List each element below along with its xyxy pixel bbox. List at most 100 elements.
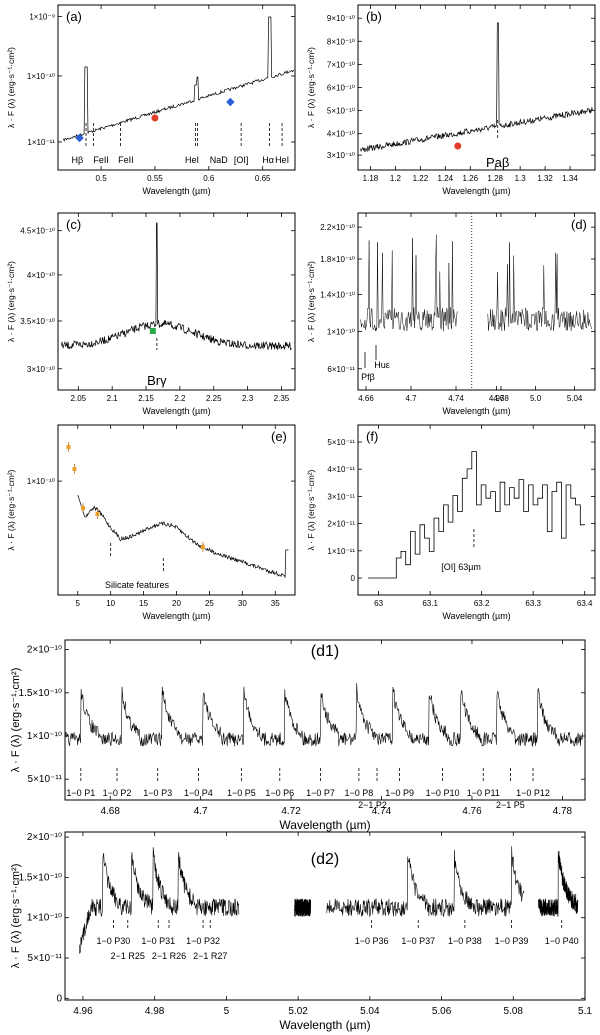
- y-tick-label: 5×10⁻¹¹: [327, 438, 355, 447]
- photometry-point: [95, 512, 100, 516]
- photometry-point: [200, 545, 205, 549]
- x-tick-label: 10: [106, 599, 115, 608]
- x-tick-label: 4.7: [405, 394, 417, 403]
- x-tick-label: 2.15: [138, 394, 154, 403]
- x-axis-label: Wavelength (µm): [142, 611, 210, 621]
- line-id-label: 1−0 P1: [66, 788, 95, 798]
- x-tick-label: 4.78: [553, 806, 573, 817]
- x-tick-label: 5.1: [578, 1006, 592, 1017]
- line-id-label: Brγ: [147, 373, 167, 388]
- y-tick-label: 6×10⁻¹⁰: [327, 84, 355, 93]
- panel-d1: 4.68 4.7 4.72 4.74 4.76 4.78 5×10⁻¹¹ 1×10⁻¹⁰ 1.5…: [10, 639, 586, 832]
- line-id-label: HeI: [275, 155, 289, 165]
- x-tick-label: 1.2: [390, 174, 402, 183]
- panel-label: (d2): [311, 851, 339, 868]
- panel-d: 4.664.74.744.784.965.05.045.086×10⁻¹¹1×1…: [306, 212, 596, 416]
- x-tick-label: 2.3: [242, 394, 254, 403]
- x-tick-label: 5: [76, 599, 81, 608]
- panel-f: 63 63.1 63.2 63.3 63.4 0 1×10⁻¹¹ 2×10⁻¹¹ 3×10⁻¹¹…: [306, 424, 596, 621]
- line-id-label: 1−0 P12: [516, 788, 550, 798]
- y-tick-label: 1.4×10⁻¹⁰: [320, 290, 355, 299]
- line-id-label: NaD: [210, 155, 229, 165]
- x-tick-label: 1.28: [487, 174, 503, 183]
- y-axis-label: λ · F (λ) (erg·s⁻¹·cm²): [6, 47, 16, 128]
- panel-label: (f): [366, 429, 378, 444]
- x-axis-label: Wavelength (µm): [442, 406, 510, 416]
- y-tick-label: 0: [351, 574, 356, 583]
- x-tick-label: 0.65: [255, 174, 271, 183]
- line-id-label: 1−0 P30: [97, 936, 131, 946]
- line-id-label: 2−1 P2: [358, 800, 387, 810]
- panel-e: 5 10 15 20 25 30 35 1×10⁻¹⁰ Wavelength (µm) λ · F…: [6, 424, 296, 621]
- panel-label: (d1): [311, 643, 339, 660]
- x-tick-label: 63.4: [577, 599, 593, 608]
- spectrum-line: [64, 683, 583, 748]
- line-id-label: FeII: [93, 155, 109, 165]
- y-tick-label: 4×10⁻¹⁰: [27, 271, 55, 280]
- silicate-annotation: Silicate features: [105, 580, 170, 590]
- line-id-label: 1−0 P8: [345, 788, 374, 798]
- y-tick-label: 1×10⁻¹⁰: [327, 328, 355, 337]
- x-tick-label: 4.72: [281, 806, 301, 817]
- spectrum-line: [63, 16, 295, 143]
- y-tick-label: 2×10⁻¹¹: [327, 520, 355, 529]
- y-tick-label: 1×10⁻¹⁰: [27, 731, 62, 742]
- y-tick-label: 1×10⁻¹¹: [327, 547, 355, 556]
- y-tick-label: 3×10⁻¹⁰: [27, 365, 55, 374]
- y-tick-label: 5×10⁻¹¹: [28, 774, 63, 785]
- y-tick-label: 9×10⁻¹⁰: [327, 14, 355, 23]
- line-id-label: 2−1 P5: [496, 800, 525, 810]
- y-tick-label: 4.5×10⁻¹⁰: [20, 227, 55, 236]
- y-tick-label: 6×10⁻¹¹: [327, 365, 355, 374]
- y-tick-label: 0: [56, 993, 62, 1004]
- y-axis-label: λ · F (λ) (erg·s⁻¹·cm²): [306, 261, 316, 342]
- x-tick-label: 5.02: [288, 1006, 308, 1017]
- line-id-label: HeI: [185, 155, 199, 165]
- x-tick-label: 4.74: [448, 394, 464, 403]
- spectrum-line: [79, 847, 240, 954]
- y-tick-label: 1×10⁻¹⁰: [27, 913, 62, 924]
- x-tick-label: 2.25: [206, 394, 222, 403]
- x-tick-label: 4.68: [100, 806, 120, 817]
- x-tick-label: 35: [271, 599, 280, 608]
- x-tick-label: 15: [139, 599, 148, 608]
- y-tick-label: 1×10⁻¹⁰: [27, 477, 55, 486]
- line-id-label: Pfβ: [361, 372, 375, 382]
- x-tick-label: 20: [172, 599, 181, 608]
- panel-d2: 4.96 4.98 5 5.02 5.04 5.06 5.08 5.1 0 5×10⁻¹¹ 1×10…: [10, 831, 592, 1032]
- y-tick-label: 1×10⁻⁹: [29, 13, 55, 22]
- y-tick-label: 3×10⁻¹⁰: [327, 151, 355, 160]
- photometry-point: [66, 445, 71, 449]
- x-tick-label: 2.1: [107, 394, 119, 403]
- x-tick-label: 63.2: [474, 599, 490, 608]
- photometry-point: [226, 97, 235, 107]
- axes-frame: [57, 212, 296, 391]
- line-id-label: 1−0 P4: [184, 788, 213, 798]
- y-tick-label: 5×10⁻¹⁰: [327, 107, 355, 116]
- axes-frame: [357, 424, 596, 596]
- y-tick-label: 5×10⁻¹¹: [28, 953, 63, 964]
- y-tick-label: 1×10⁻¹⁰: [27, 72, 55, 81]
- x-tick-label: 5.0: [530, 394, 542, 403]
- x-tick-label: 4.66: [358, 394, 374, 403]
- x-tick-label: 25: [205, 599, 214, 608]
- x-tick-label: 5.08: [504, 1006, 524, 1017]
- panel-label: (a): [66, 9, 82, 24]
- panel-b: 1.18 1.2 1.22 1.24 1.26 1.28 1.3 1.32 1.34 3×10⁻¹…: [306, 4, 596, 196]
- axes-frame: [357, 212, 596, 391]
- axes-frame: [64, 639, 586, 801]
- axes-frame: [57, 424, 296, 596]
- line-id-label: [OI]: [234, 155, 249, 165]
- x-tick-label: 2.35: [274, 394, 290, 403]
- y-tick-label: 1.5×10⁻¹⁰: [19, 872, 62, 883]
- y-axis-label: λ · F (λ) (erg·s⁻¹·cm²): [306, 47, 316, 128]
- photometry-point: [149, 328, 156, 334]
- line-id-label: 1−0 P2: [103, 788, 132, 798]
- photometry-point: [81, 506, 86, 510]
- x-axis-label: Wavelength (µm): [142, 406, 210, 416]
- line-id-label: 1−0 P39: [495, 936, 529, 946]
- spectrum-line: [326, 846, 525, 918]
- x-tick-label: 4.74: [372, 806, 392, 817]
- line-id-label: 1−0 P10: [426, 788, 460, 798]
- x-axis-label: Wavelength (µm): [442, 186, 510, 196]
